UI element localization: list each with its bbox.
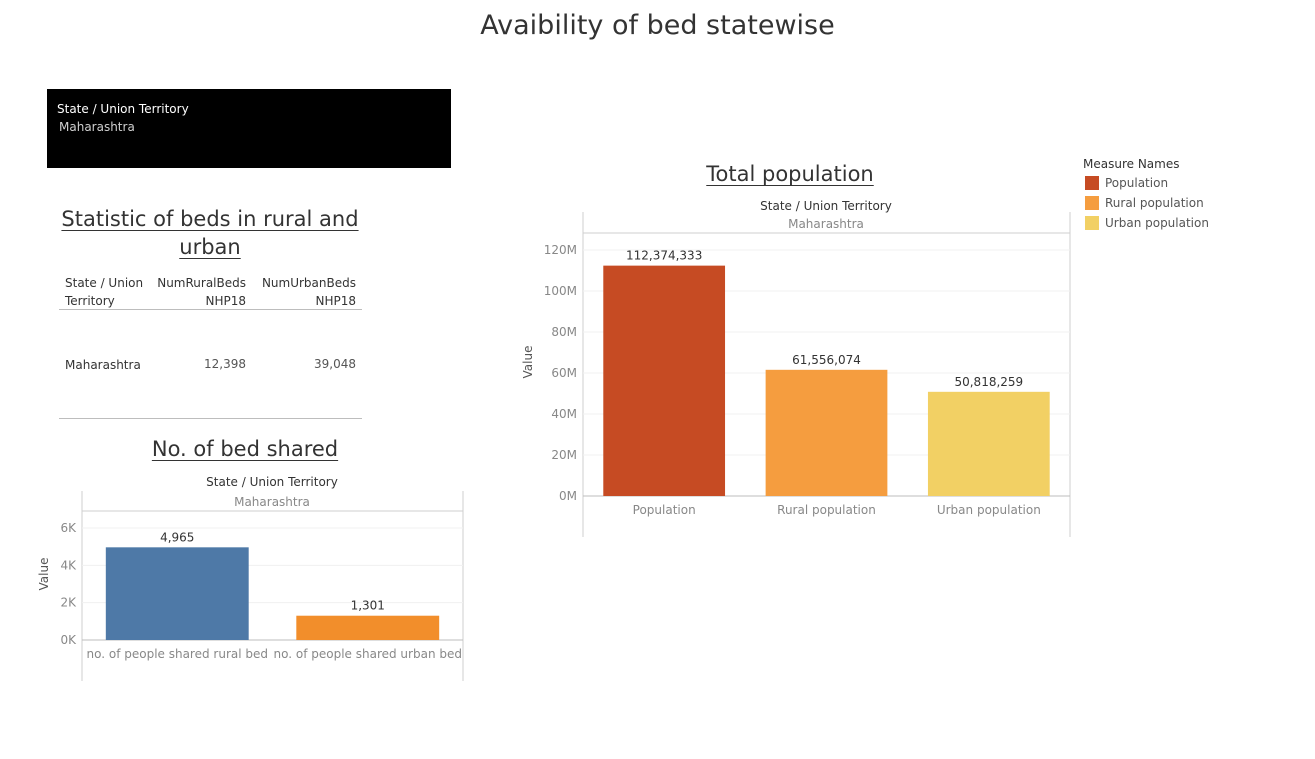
data-label: 50,818,259 (954, 375, 1023, 389)
chart-y-axis-label: Value (521, 346, 535, 379)
chart-pane-title: State / Union Territory (760, 199, 892, 213)
chart-pane-value: Maharashtra (234, 495, 310, 509)
y-tick-label: 20M (551, 448, 577, 462)
table-header-state: State / Union Territory (65, 276, 144, 308)
data-label: 1,301 (351, 599, 385, 613)
y-tick-label: 100M (544, 284, 577, 298)
legend-swatch (1085, 216, 1099, 230)
chart-pane-value: Maharashtra (788, 217, 864, 231)
legend-item-label: Rural population (1105, 196, 1204, 210)
legend-swatch (1085, 196, 1099, 210)
legend-item-label: Population (1105, 176, 1169, 190)
x-tick-label: Population (633, 503, 696, 517)
table-cell-rural-beds: 12,398 (204, 357, 246, 371)
filter-label: State / Union Territory (57, 102, 189, 116)
y-tick-label: 120M (544, 243, 577, 257)
bar (765, 369, 888, 496)
legend-item-rural-population[interactable]: Rural population (1085, 193, 1283, 213)
bar (296, 615, 440, 640)
y-tick-label: 80M (551, 325, 577, 339)
y-tick-label: 40M (551, 407, 577, 421)
table-header-divider (59, 309, 362, 310)
chart-pane-title: State / Union Territory (206, 475, 338, 489)
bar (927, 391, 1050, 496)
table-header-rural-beds: NumRuralBeds NHP18 (157, 276, 246, 308)
dashboard-title: Avaibility of bed statewise (480, 10, 835, 41)
table-row: Maharashtra 12,398 39,048 (59, 355, 362, 375)
data-label: 61,556,074 (792, 353, 861, 367)
y-tick-label: 2K (60, 596, 77, 610)
legend-title: Measure Names (1083, 157, 1180, 171)
x-tick-label: Rural population (777, 503, 876, 517)
y-tick-label: 6K (60, 521, 77, 535)
y-tick-label: 0K (60, 633, 77, 647)
y-tick-label: 0M (559, 489, 577, 503)
x-tick-label: no. of people shared urban bed (274, 647, 462, 661)
x-tick-label: no. of people shared rural bed (86, 647, 268, 661)
table-cell-state: Maharashtra (65, 358, 141, 372)
y-tick-label: 60M (551, 366, 577, 380)
legend: Measure Names Population Rural populatio… (1083, 157, 1283, 233)
table-cell-urban-beds: 39,048 (314, 357, 356, 371)
table-header-urban-beds: NumUrbanBeds NHP18 (261, 276, 356, 308)
legend-swatch (1085, 176, 1099, 190)
population-chart-title: Total population (706, 162, 874, 186)
bed-shared-chart-title: No. of bed shared (151, 437, 339, 461)
beds-table-title: Statistic of beds in rural and urban (61, 207, 359, 259)
y-tick-label: 4K (60, 558, 77, 572)
filter-value[interactable]: Maharashtra (59, 120, 135, 134)
table-bottom-divider (59, 418, 362, 419)
legend-item-population[interactable]: Population (1085, 173, 1283, 193)
chart-y-axis-label: Value (37, 558, 51, 591)
x-tick-label: Urban population (937, 503, 1041, 517)
bar (105, 547, 249, 640)
legend-item-label: Urban population (1105, 216, 1209, 230)
legend-item-urban-population[interactable]: Urban population (1085, 213, 1283, 233)
data-label: 4,965 (160, 530, 194, 544)
bar (603, 265, 726, 496)
state-filter-card[interactable]: State / Union Territory Maharashtra (47, 89, 451, 168)
data-label: 112,374,333 (626, 249, 702, 263)
